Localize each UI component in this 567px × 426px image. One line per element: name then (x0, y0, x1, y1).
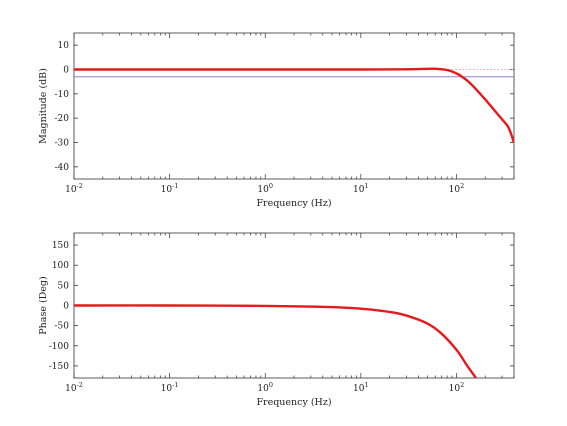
phase-y-tick-label: 50 (58, 281, 70, 291)
phase-x-tick-label: 10-1 (161, 381, 179, 394)
magnitude-y-tick-label: 10 (58, 41, 70, 51)
phase-series-line-0 (74, 304, 477, 378)
phase-x-tick-label: 102 (449, 381, 465, 394)
magnitude-series-line-0 (74, 67, 514, 143)
phase-y-tick-label: -100 (49, 342, 69, 352)
magnitude-y-tick-label: -40 (55, 163, 70, 173)
phase-y-tick-label: -150 (49, 362, 69, 372)
phase-y-axis-label: Phase (Deg) (38, 276, 49, 334)
magnitude-x-tick-label: 101 (353, 182, 369, 195)
magnitude-x-axis-label: Frequency (Hz) (256, 198, 331, 209)
phase-x-tick-label: 10-2 (65, 381, 83, 394)
magnitude-x-tick-label: 100 (257, 182, 273, 195)
magnitude-y-tick-label: -30 (55, 139, 70, 149)
magnitude-plot-frame (73, 32, 515, 180)
phase-x-tick-label: 100 (257, 381, 273, 394)
magnitude-y-tick-label: 0 (63, 66, 69, 76)
phase-y-tick-label: 0 (63, 302, 69, 312)
phase-y-tick-label: 150 (52, 241, 69, 251)
phase-x-axis-label: Frequency (Hz) (256, 397, 331, 408)
phase-x-tick-label: 101 (353, 381, 369, 394)
phase-y-tick-label: -50 (55, 322, 70, 332)
magnitude-x-tick-label: 10-1 (161, 182, 179, 195)
magnitude-x-tick-label: 10-2 (65, 182, 83, 195)
phase-y-tick-label: 100 (52, 261, 69, 271)
magnitude-x-tick-label: 102 (449, 182, 465, 195)
phase-plot: -150 -100 -50 0 50 100 150 10-2 10-1 100 101 102 Fre… (38, 232, 515, 408)
magnitude-y-tick-label: -20 (55, 114, 70, 124)
magnitude-y-tick-label: -10 (55, 90, 70, 100)
magnitude-y-axis-label: Magnitude (dB) (38, 68, 49, 144)
magnitude-plot: -40 -30 -20 -10 0 10 10-2 10-1 100 101 102 Frequenc… (38, 32, 515, 209)
